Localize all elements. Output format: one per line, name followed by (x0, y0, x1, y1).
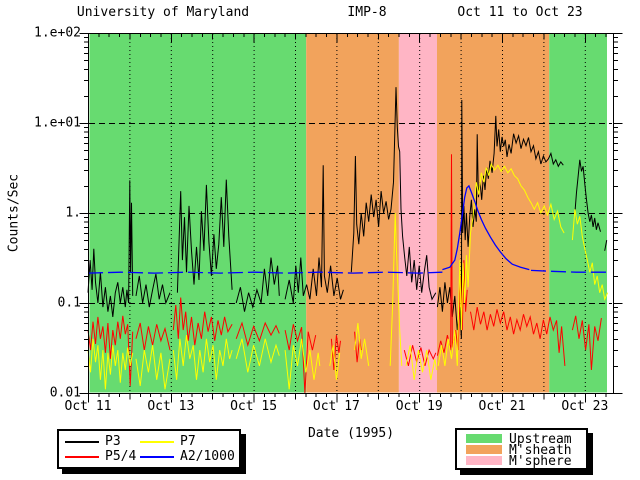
series-p7 (354, 322, 370, 366)
series-p7 (172, 335, 233, 380)
series-p5-4 (172, 297, 233, 346)
series-a2-1000 (442, 184, 530, 271)
series-p5-4 (235, 321, 280, 348)
legend-label-p3: P3 (105, 434, 121, 449)
series-p7 (87, 338, 134, 390)
series-p3 (574, 159, 601, 232)
series-p7 (284, 338, 321, 390)
x-tick-label: Oct 21 (478, 399, 526, 414)
x-tick-label: Oct 17 (312, 399, 360, 414)
series-p3 (235, 257, 280, 312)
title-spacecraft: IMP-8 (347, 5, 387, 20)
series-p3 (350, 87, 437, 301)
series-p3 (135, 273, 171, 308)
title-date-range: Oct 11 to Oct 23 (457, 5, 583, 20)
series-p3 (284, 165, 344, 304)
series-p3 (87, 180, 134, 317)
series-p5-4 (354, 331, 362, 363)
x-tick-label: Oct 19 (395, 399, 443, 414)
legend-label-upstream: Upstream (509, 432, 572, 447)
series-p7 (405, 345, 438, 380)
p5-4-line-swatch (65, 456, 99, 458)
series-p7 (235, 338, 280, 373)
y-tick-label: 1. (65, 205, 81, 221)
a2-1000-line-swatch (140, 456, 174, 458)
y-tick-label: 0.1 (57, 295, 81, 311)
series-a2-1000 (530, 269, 608, 273)
legend-label-p5-4: P5/4 (105, 449, 137, 464)
legend-label-a2-1000: A2/1000 (180, 449, 235, 464)
series-p7 (437, 162, 565, 366)
series-p5-4 (571, 315, 602, 371)
series-p7 (329, 345, 341, 380)
x-tick-label: Oct 15 (230, 399, 278, 414)
y-tick-label: 0.01 (49, 385, 81, 401)
x-tick-label: Oct 11 (64, 399, 112, 414)
msphere-swatch (466, 456, 502, 465)
series-p3 (176, 179, 233, 293)
series-legend: P3 P5/4 P7 A2/1000 (57, 429, 241, 469)
title-institution: University of Maryland (76, 5, 250, 20)
series-p7 (389, 212, 403, 366)
legend-label-msphere: M'sphere (509, 454, 572, 469)
x-tick-label: Oct 13 (147, 399, 195, 414)
x-axis-title: Date (1995) (307, 426, 395, 441)
upstream-swatch (466, 434, 502, 443)
series-p7 (571, 209, 609, 302)
legend-label-msheath: M'sheath (509, 443, 572, 458)
y-tick-label: 1.e+02 (34, 25, 81, 41)
msheath-swatch (466, 445, 502, 454)
series-p7 (135, 345, 171, 390)
series-p5-4 (470, 307, 566, 366)
series-p3 (604, 240, 608, 251)
x-tick-label: Oct 23 (561, 399, 609, 414)
p3-line-swatch (65, 441, 99, 443)
series-a2-1000 (87, 271, 443, 274)
series-p5-4 (87, 315, 134, 386)
p7-line-swatch (140, 441, 174, 443)
region-legend: Upstream M'sheath M'sphere (455, 428, 588, 470)
y-tick-label: 1.e+01 (34, 115, 81, 131)
series-p5-4 (284, 324, 317, 394)
series-p5-4 (403, 345, 437, 367)
legend-label-p7: P7 (180, 434, 196, 449)
series-p5-4 (330, 335, 341, 371)
